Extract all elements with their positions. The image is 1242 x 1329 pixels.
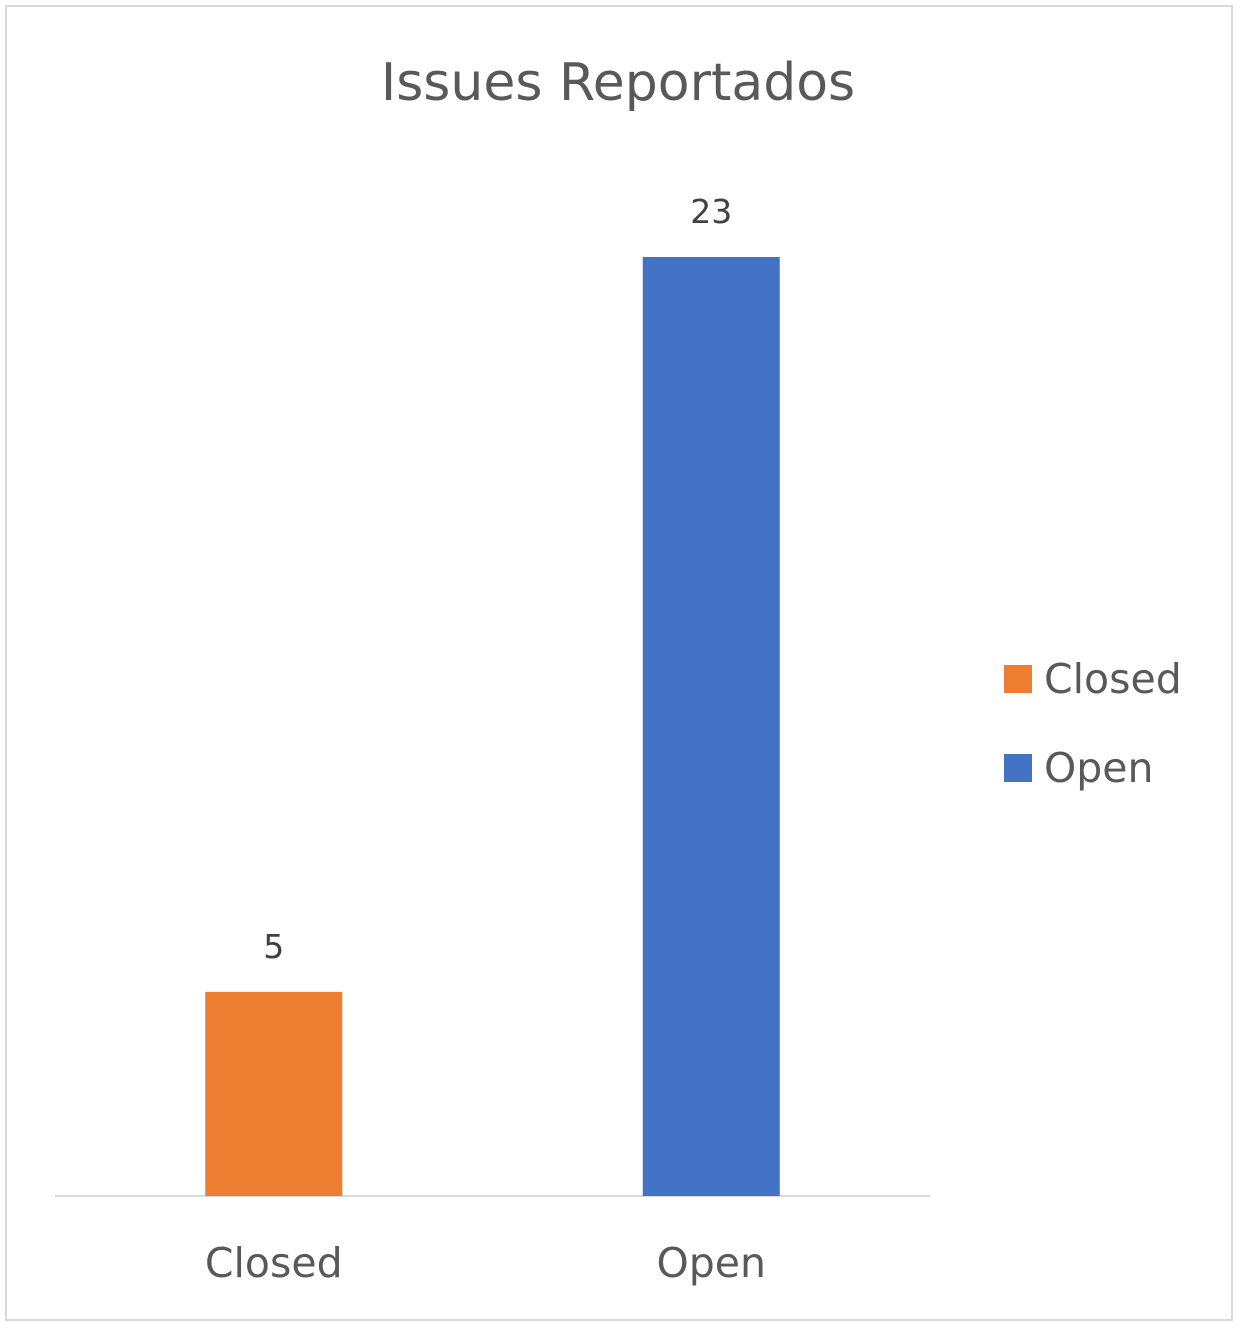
x-tick-label-open: Open [656,1239,766,1287]
legend-label-closed[interactable]: Closed [1044,655,1182,703]
category-labels-group: Closed Open [205,1239,766,1287]
data-labels-group: 5 23 [263,192,732,966]
bar-closed[interactable] [205,991,343,1196]
bar-open[interactable] [642,257,780,1196]
chart-title: Issues Reportados [381,53,855,113]
legend-label-open[interactable]: Open [1044,744,1154,792]
legend-swatch-open [1004,754,1032,782]
legend-swatch-closed [1004,665,1032,693]
x-tick-label-closed: Closed [205,1239,343,1287]
legend: Closed Open [1004,655,1182,792]
data-label-closed: 5 [263,927,284,966]
bars-group [205,257,780,1196]
data-label-open: 23 [690,192,732,231]
